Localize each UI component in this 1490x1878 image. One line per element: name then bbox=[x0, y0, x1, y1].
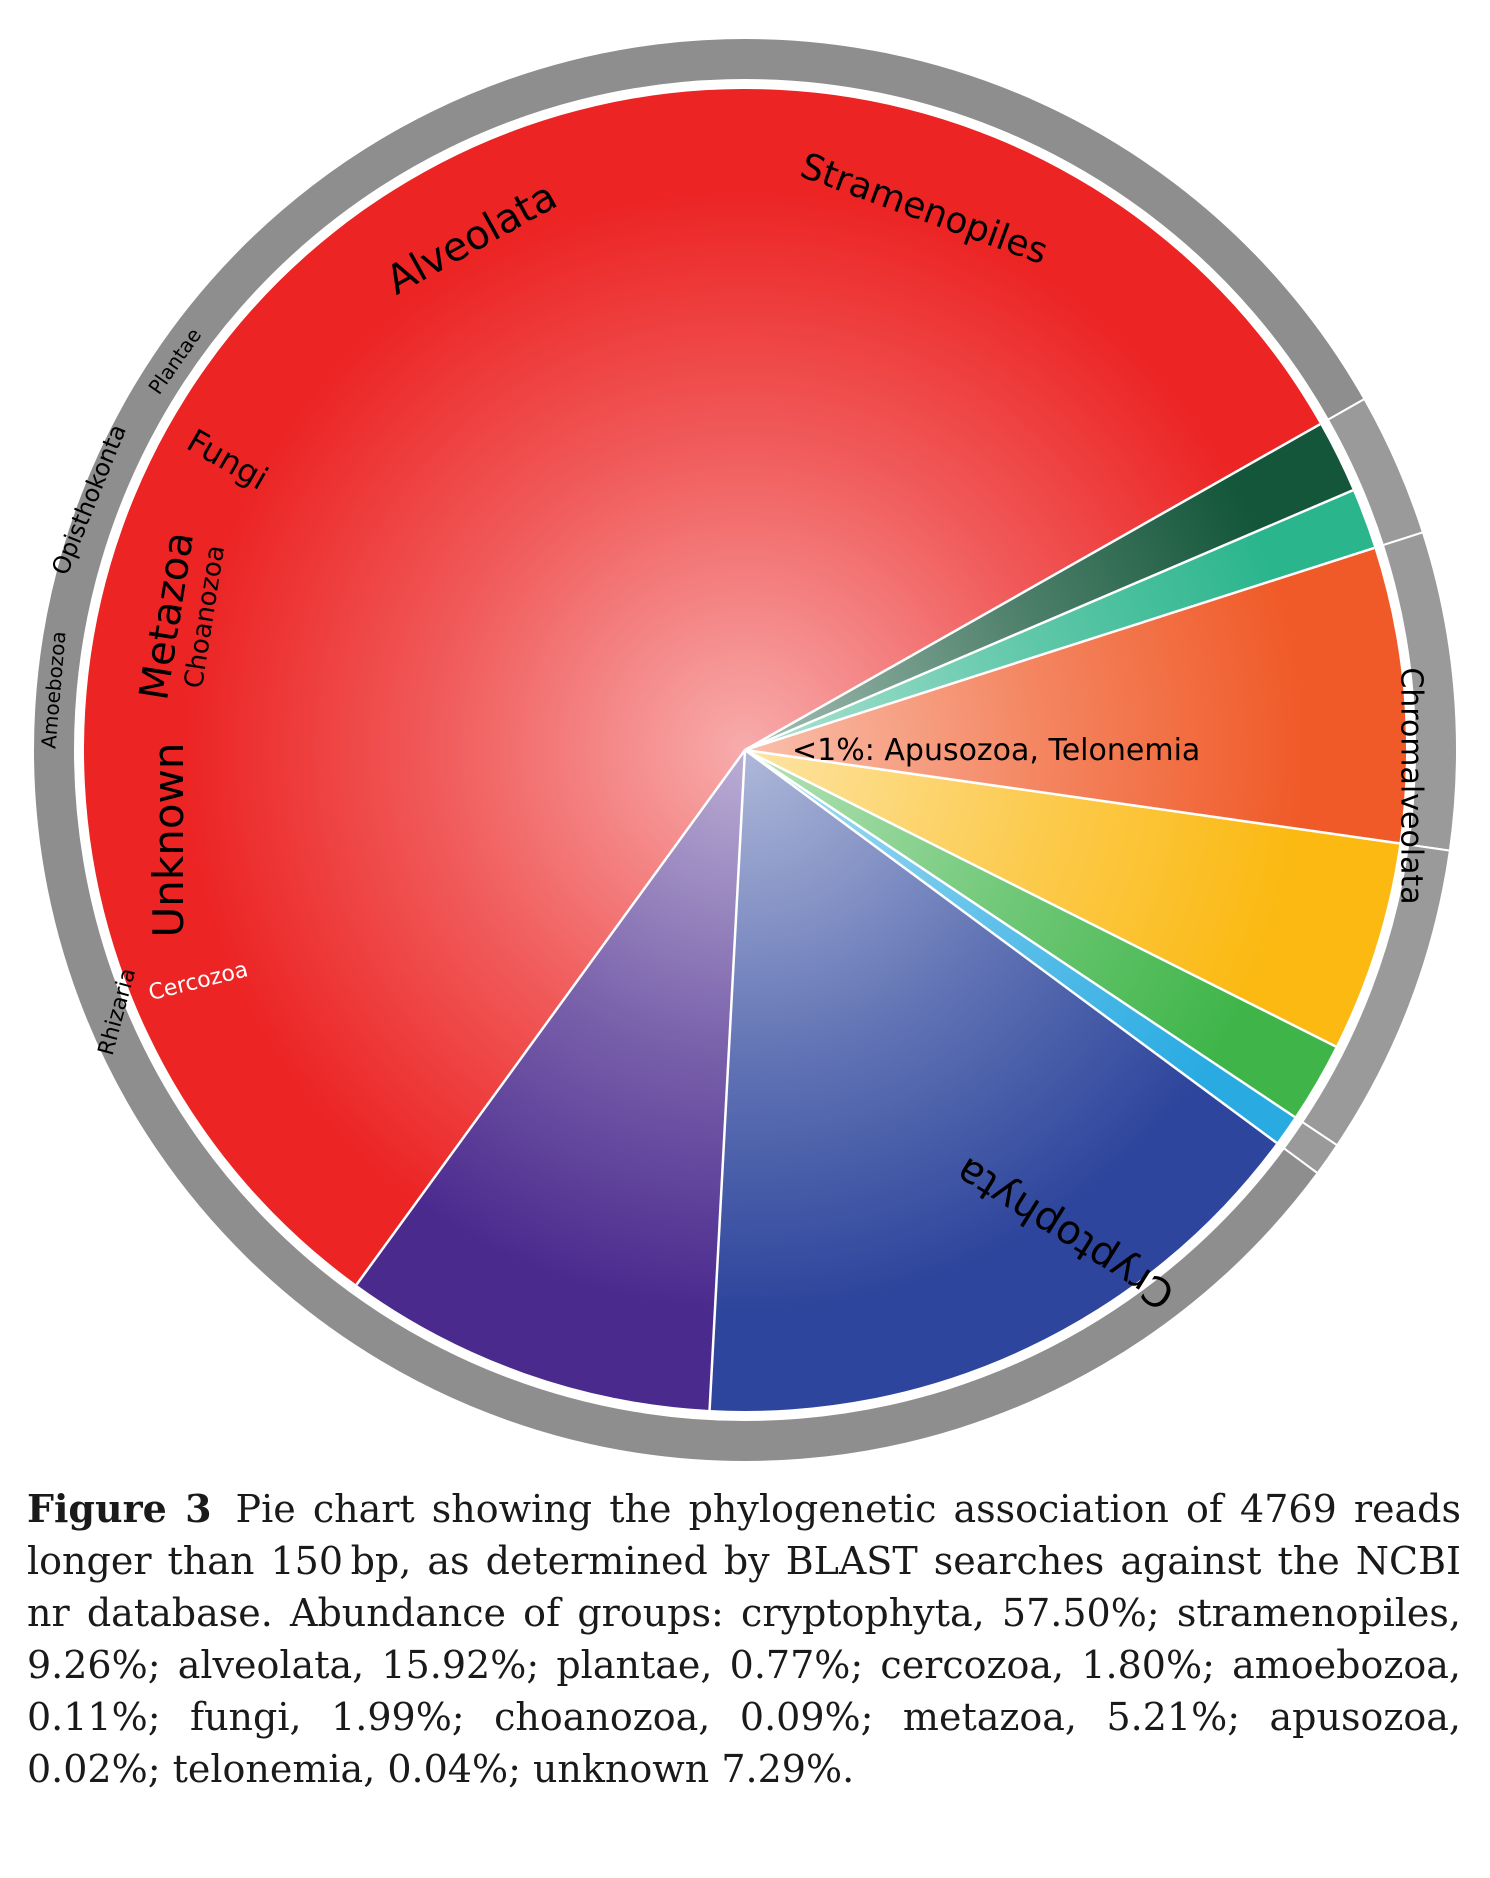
caption-label: Figure 3 bbox=[27, 1486, 212, 1531]
slice-divider bbox=[708, 749, 747, 1411]
outer-ring bbox=[32, 36, 1458, 1463]
slice-divider bbox=[744, 748, 1337, 1048]
slice-divider bbox=[744, 546, 1375, 752]
slice-divider bbox=[744, 748, 1296, 1119]
slice-label-unknown: Unknown bbox=[144, 743, 193, 938]
slice-divider bbox=[744, 748, 1400, 845]
slice-divider bbox=[744, 748, 1278, 1144]
caption-text: Pie chart showing the phylogenetic assoc… bbox=[27, 1487, 1461, 1791]
chart-annotation: <1%: Apusozoa, Telonemia bbox=[792, 733, 1200, 768]
figure-caption: Figure 3 Pie chart showing the phylogenet… bbox=[27, 1483, 1461, 1795]
ring-segment-plantae bbox=[1282, 1120, 1339, 1175]
pie-chart: ChromalveolataRhizariaAmoebozoaOpisthoko… bbox=[32, 36, 1458, 1463]
slice-dividers bbox=[355, 423, 1400, 1411]
ring-segment-chromalveolata bbox=[32, 36, 1366, 1463]
slice-divider bbox=[355, 749, 747, 1286]
ring-label-chromalveolata: Chromalveolata bbox=[1394, 667, 1429, 904]
slice-divider bbox=[744, 423, 1321, 752]
slice-divider bbox=[744, 489, 1354, 752]
